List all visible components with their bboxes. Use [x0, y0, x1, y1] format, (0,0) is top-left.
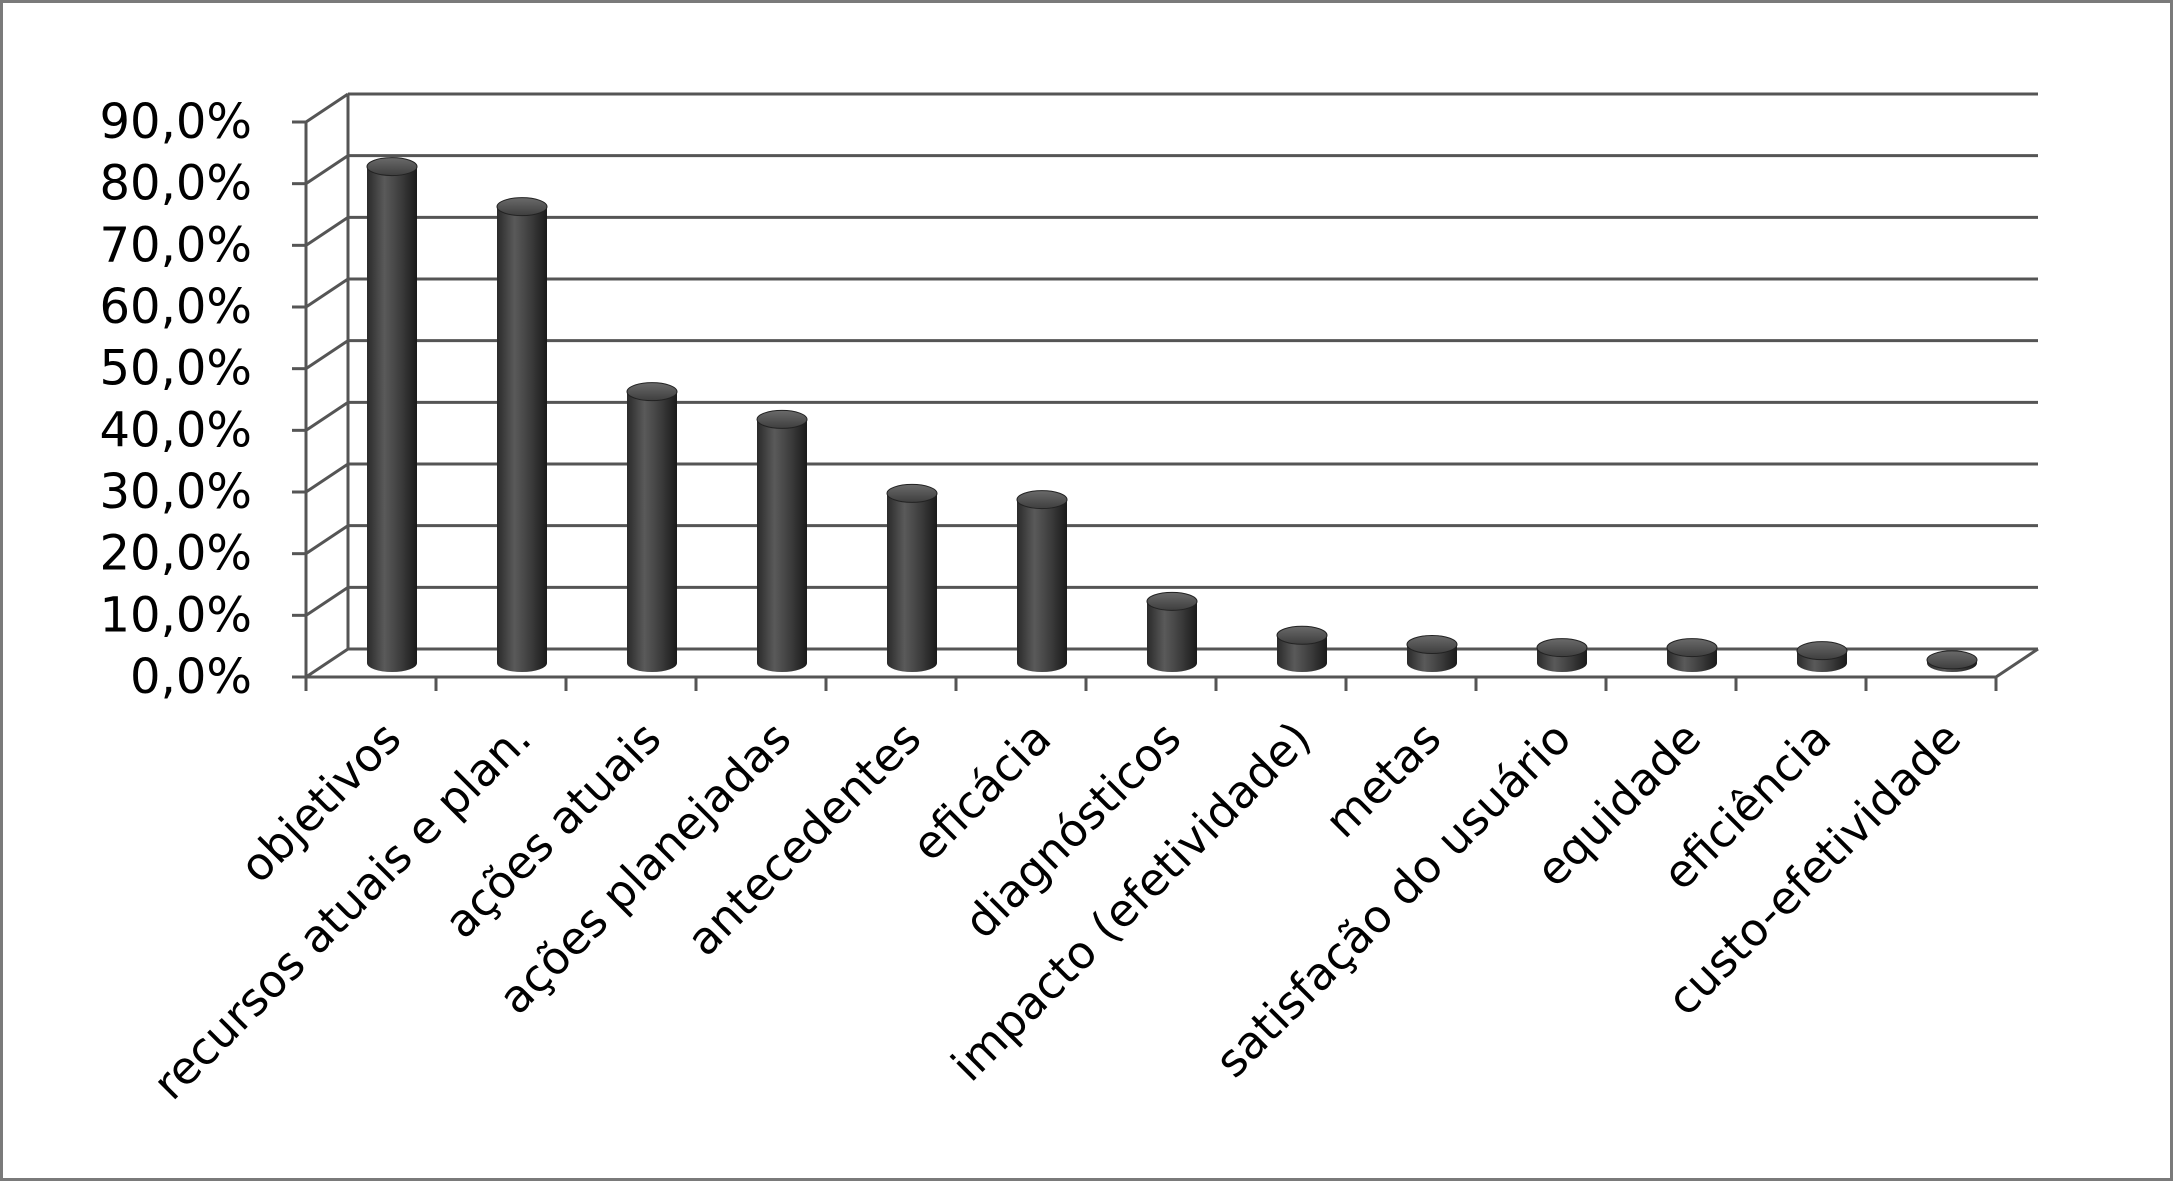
gridline-side	[305, 586, 349, 617]
y-tick-label: 10,0%	[100, 587, 252, 643]
y-tick-label: 20,0%	[100, 526, 252, 582]
x-tick-label: antecedentes	[676, 711, 931, 966]
gridline-side	[305, 524, 349, 555]
bar-top	[496, 197, 548, 217]
bar-top	[1146, 591, 1198, 611]
gridline-side	[305, 216, 349, 247]
bar	[1016, 490, 1068, 672]
y-tick-label: 70,0%	[100, 217, 252, 273]
gridlines	[305, 92, 2038, 679]
bar	[626, 382, 678, 672]
bar	[496, 197, 548, 672]
axes	[292, 94, 2039, 691]
bar-body	[497, 206, 547, 672]
bar-top	[366, 157, 418, 177]
bar-body	[1277, 635, 1327, 672]
bar	[1926, 650, 1978, 672]
bar	[1666, 638, 1718, 672]
bar	[756, 409, 808, 672]
bar	[886, 483, 938, 672]
gridline-side	[305, 401, 349, 432]
bar-top	[1666, 638, 1718, 658]
y-tick-label: 80,0%	[100, 156, 252, 212]
bar-body	[757, 419, 807, 672]
bar-body	[1147, 601, 1197, 672]
gridline-side	[305, 647, 349, 679]
bar-body	[887, 493, 937, 672]
bars	[366, 157, 1978, 673]
bar-body	[1017, 499, 1067, 672]
bar-top	[756, 409, 808, 429]
y-tick-label: 0,0%	[130, 649, 252, 705]
bar-top	[1926, 650, 1978, 670]
bar	[1276, 625, 1328, 672]
y-tick-label: 50,0%	[100, 341, 252, 397]
bar-top	[886, 483, 938, 503]
y-tick-label: 30,0%	[100, 464, 252, 520]
bar-top	[1276, 625, 1328, 645]
bar-chart: 0,0% 10,0%20,0% 30,0% 40,0%50,0% 60,0% 70,0%8…	[100, 92, 2039, 1110]
bar-top	[1536, 638, 1588, 658]
bar-body	[627, 391, 677, 672]
bar	[1536, 638, 1588, 672]
bar-top	[1796, 641, 1848, 661]
gridline-side	[305, 339, 349, 370]
bar-body	[367, 166, 417, 673]
gridline-side	[305, 277, 349, 309]
y-tick-label: 60,0%	[100, 279, 252, 335]
bar	[1796, 641, 1848, 672]
bar-top	[1016, 490, 1068, 510]
bar-top	[1406, 635, 1458, 654]
floor-edge	[1995, 647, 2039, 679]
y-tick-label: 90,0%	[100, 94, 252, 150]
gridline-side	[305, 154, 349, 185]
bar	[1406, 635, 1458, 672]
bar	[366, 157, 418, 673]
y-tick-label: 40,0%	[100, 402, 252, 458]
y-axis-tick-labels: 0,0% 10,0%20,0% 30,0% 40,0%50,0% 60,0% 70,0%8…	[100, 94, 252, 705]
gridline-side	[305, 92, 349, 124]
gridline-side	[305, 462, 349, 494]
bar	[1146, 591, 1198, 672]
bar-top	[626, 382, 678, 402]
